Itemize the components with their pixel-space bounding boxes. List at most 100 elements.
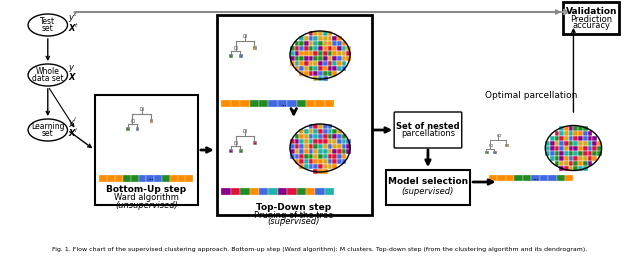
- Bar: [578, 150, 583, 156]
- Text: Whole: Whole: [36, 67, 60, 76]
- Bar: [332, 56, 337, 61]
- Text: X$^l$: X$^l$: [68, 127, 79, 139]
- Bar: [564, 165, 569, 171]
- Bar: [564, 150, 569, 156]
- Bar: [318, 36, 323, 41]
- Bar: [555, 135, 559, 141]
- Bar: [314, 36, 318, 41]
- Bar: [342, 144, 346, 149]
- Bar: [294, 66, 300, 71]
- Bar: [314, 71, 318, 76]
- Bar: [583, 135, 588, 141]
- Bar: [323, 169, 328, 174]
- Bar: [290, 144, 294, 149]
- Bar: [564, 146, 569, 150]
- Text: Fig. 1. Flow chart of the supervised clustering approach. Bottom-up step (Ward a: Fig. 1. Flow chart of the supervised clu…: [52, 247, 588, 252]
- Bar: [314, 41, 318, 46]
- Bar: [323, 66, 328, 71]
- Bar: [162, 175, 170, 182]
- Bar: [300, 46, 304, 51]
- Bar: [268, 100, 278, 107]
- Text: ...: ...: [148, 175, 154, 181]
- Bar: [154, 175, 162, 182]
- Bar: [314, 56, 318, 61]
- Bar: [300, 139, 304, 144]
- Bar: [578, 156, 583, 160]
- Bar: [342, 51, 346, 56]
- Bar: [559, 131, 564, 135]
- Bar: [323, 51, 328, 56]
- Bar: [314, 164, 318, 169]
- Text: Ward algorithm: Ward algorithm: [114, 194, 179, 203]
- Bar: [328, 164, 332, 169]
- Bar: [342, 134, 346, 139]
- Bar: [597, 150, 602, 156]
- Bar: [328, 36, 332, 41]
- Bar: [126, 126, 129, 130]
- Bar: [324, 100, 334, 107]
- Bar: [296, 188, 306, 195]
- Bar: [308, 46, 314, 51]
- Bar: [559, 146, 564, 150]
- Bar: [323, 139, 328, 144]
- Bar: [221, 188, 231, 195]
- Bar: [564, 135, 569, 141]
- Bar: [308, 134, 314, 139]
- Bar: [550, 150, 555, 156]
- Bar: [332, 139, 337, 144]
- Bar: [328, 46, 332, 51]
- Bar: [287, 188, 296, 195]
- Bar: [592, 146, 597, 150]
- Bar: [178, 175, 186, 182]
- Bar: [294, 149, 300, 154]
- Bar: [337, 154, 342, 159]
- Bar: [250, 188, 259, 195]
- Bar: [578, 131, 583, 135]
- Bar: [318, 61, 323, 66]
- Text: ...: ...: [532, 175, 539, 181]
- Text: Optimal parcellation: Optimal parcellation: [485, 91, 577, 100]
- Bar: [243, 128, 246, 132]
- Bar: [564, 131, 569, 135]
- Bar: [323, 56, 328, 61]
- Bar: [515, 175, 523, 181]
- Bar: [342, 149, 346, 154]
- Bar: [555, 160, 559, 165]
- Bar: [300, 51, 304, 56]
- Bar: [300, 154, 304, 159]
- Bar: [485, 151, 488, 153]
- Bar: [314, 149, 318, 154]
- Bar: [328, 51, 332, 56]
- Text: X: X: [68, 74, 75, 83]
- Bar: [308, 154, 314, 159]
- Bar: [239, 149, 242, 151]
- Bar: [555, 156, 559, 160]
- Bar: [328, 154, 332, 159]
- Bar: [342, 61, 346, 66]
- Bar: [253, 141, 256, 143]
- Bar: [131, 175, 138, 182]
- Bar: [332, 154, 337, 159]
- Bar: [314, 169, 318, 174]
- Bar: [294, 154, 300, 159]
- Bar: [342, 56, 346, 61]
- Bar: [318, 169, 323, 174]
- Bar: [300, 66, 304, 71]
- Text: (supervised): (supervised): [402, 188, 454, 197]
- Text: y$^l$: y$^l$: [68, 116, 77, 130]
- Bar: [588, 141, 592, 146]
- Bar: [588, 160, 592, 165]
- Bar: [259, 188, 268, 195]
- Bar: [300, 71, 304, 76]
- Bar: [328, 129, 332, 134]
- Bar: [300, 164, 304, 169]
- Bar: [108, 175, 115, 182]
- Bar: [569, 131, 573, 135]
- Bar: [548, 175, 557, 181]
- Bar: [578, 135, 583, 141]
- Bar: [314, 61, 318, 66]
- Bar: [314, 159, 318, 164]
- Bar: [332, 66, 337, 71]
- Bar: [304, 129, 308, 134]
- Text: parcellations: parcellations: [401, 130, 455, 138]
